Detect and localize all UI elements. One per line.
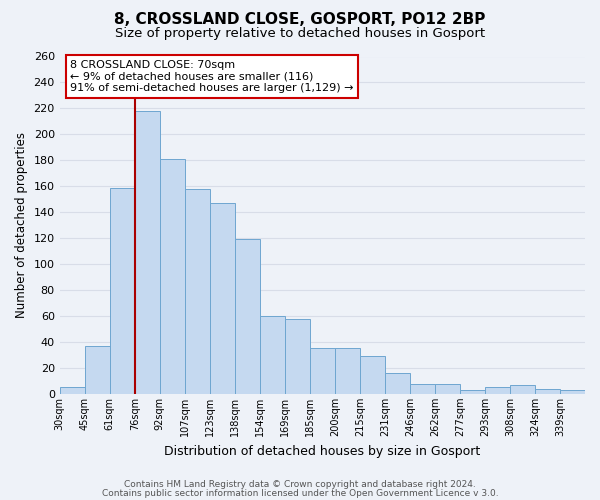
Bar <box>360 356 385 394</box>
Bar <box>210 203 235 394</box>
Bar <box>260 316 285 394</box>
Bar <box>285 318 310 394</box>
Bar <box>385 373 410 394</box>
Bar <box>435 384 460 394</box>
Text: Contains HM Land Registry data © Crown copyright and database right 2024.: Contains HM Land Registry data © Crown c… <box>124 480 476 489</box>
Bar <box>535 388 560 394</box>
Bar <box>160 159 185 394</box>
Bar <box>110 188 135 394</box>
Bar <box>235 240 260 394</box>
Bar <box>85 346 110 394</box>
Text: Size of property relative to detached houses in Gosport: Size of property relative to detached ho… <box>115 28 485 40</box>
Bar <box>410 384 435 394</box>
Text: Contains public sector information licensed under the Open Government Licence v : Contains public sector information licen… <box>101 488 499 498</box>
Text: 8 CROSSLAND CLOSE: 70sqm
← 9% of detached houses are smaller (116)
91% of semi-d: 8 CROSSLAND CLOSE: 70sqm ← 9% of detache… <box>70 60 353 93</box>
Bar <box>335 348 360 394</box>
Bar <box>59 388 85 394</box>
Bar <box>135 111 160 394</box>
X-axis label: Distribution of detached houses by size in Gosport: Distribution of detached houses by size … <box>164 444 481 458</box>
Y-axis label: Number of detached properties: Number of detached properties <box>15 132 28 318</box>
Bar <box>560 390 585 394</box>
Text: 8, CROSSLAND CLOSE, GOSPORT, PO12 2BP: 8, CROSSLAND CLOSE, GOSPORT, PO12 2BP <box>115 12 485 28</box>
Bar <box>485 388 510 394</box>
Bar <box>310 348 335 394</box>
Bar <box>460 390 485 394</box>
Bar <box>185 189 210 394</box>
Bar <box>510 385 535 394</box>
